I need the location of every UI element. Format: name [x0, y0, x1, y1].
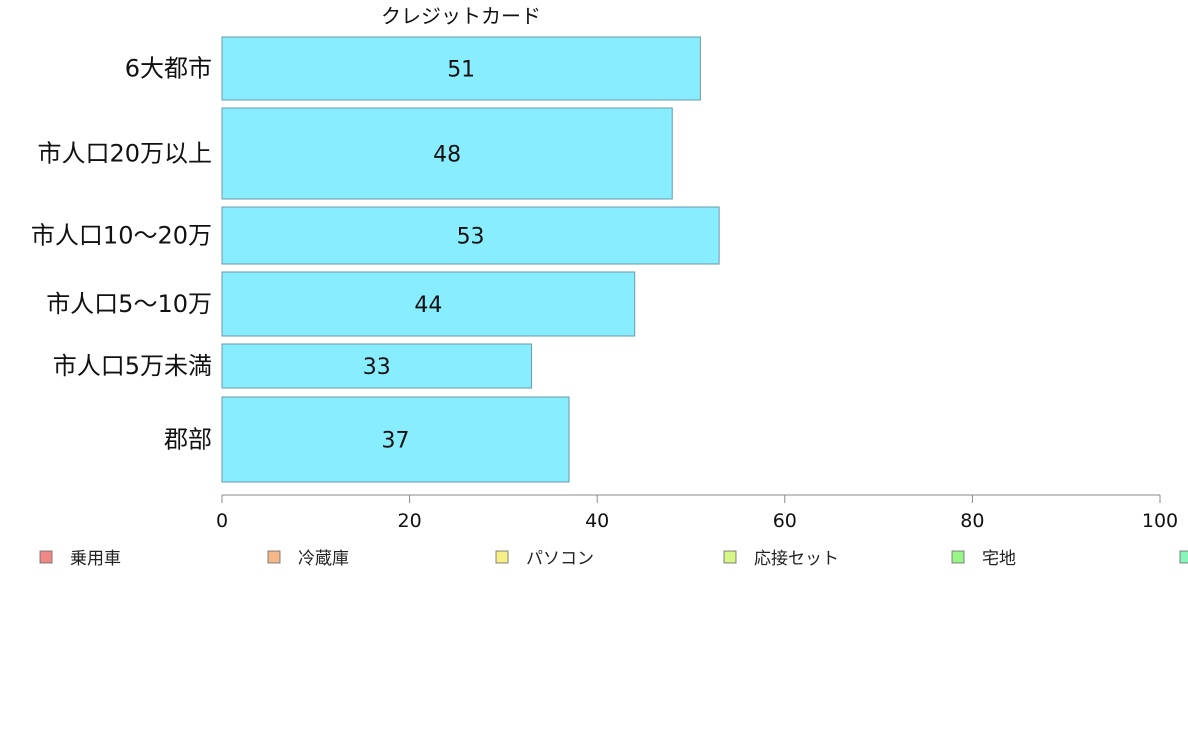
- x-tick-label-2: 40: [585, 510, 609, 532]
- legend-label-2: パソコン: [526, 549, 594, 569]
- legend-swatch-5: [1179, 550, 1188, 564]
- x-tick-label-0: 0: [216, 510, 228, 532]
- category-label-0: 6大都市: [125, 55, 212, 83]
- category-label-5: 郡部: [164, 426, 212, 454]
- legend-label-4: 宅地: [982, 549, 1016, 569]
- category-label-1: 市人口20万以上: [37, 140, 212, 168]
- legend-swatch-0: [39, 550, 53, 564]
- bars-layer: 6大都市 51 市人口20万以上 48 市人口10〜20万 53 市人口5〜10万 44 市人口…: [31, 36, 720, 483]
- legend-label-3: 応接セット: [754, 549, 839, 569]
- bar-1: [221, 107, 673, 200]
- bar-4: [221, 343, 533, 389]
- legend-label-0: 乗用車: [70, 549, 121, 569]
- bar-0: [221, 36, 701, 101]
- data-label-4: 33: [363, 355, 391, 380]
- legend-label-1: 冷蔵庫: [298, 549, 349, 569]
- category-label-3: 市人口5〜10万: [46, 290, 212, 318]
- bar-3: [221, 271, 636, 337]
- chart-title: クレジットカード: [381, 4, 541, 28]
- bar-2: [221, 206, 720, 265]
- bar-5: [221, 396, 570, 483]
- legend: 乗用車 冷蔵庫 パソコン 応接セット 宅地: [39, 549, 1188, 569]
- x-tick-label-3: 60: [773, 510, 797, 532]
- x-axis: 0 20 40 60 80 100: [216, 494, 1178, 532]
- data-label-2: 53: [457, 225, 485, 250]
- x-tick-label-5: 100: [1142, 510, 1178, 532]
- data-label-5: 37: [382, 429, 410, 454]
- category-label-2: 市人口10〜20万: [31, 222, 212, 250]
- data-label-3: 44: [414, 293, 442, 318]
- legend-swatch-1: [267, 550, 281, 564]
- data-label-1: 48: [433, 143, 461, 168]
- legend-swatch-4: [951, 550, 965, 564]
- x-tick-label-1: 20: [398, 510, 422, 532]
- legend-swatch-2: [495, 550, 509, 564]
- x-tick-label-4: 80: [960, 510, 984, 532]
- category-label-4: 市人口5万未満: [53, 352, 212, 380]
- data-label-0: 51: [447, 58, 475, 83]
- legend-swatch-3: [723, 550, 737, 564]
